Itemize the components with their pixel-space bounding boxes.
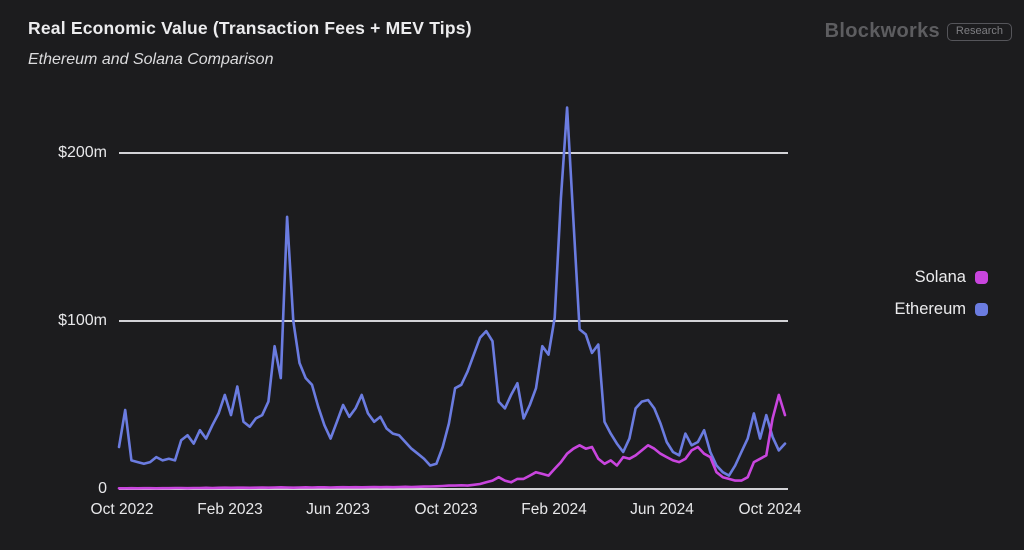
y-tick-label: $200m	[58, 144, 107, 161]
legend-swatch-ethereum	[975, 303, 988, 316]
legend-swatch-solana	[975, 271, 988, 284]
x-tick-label: Oct 2023	[414, 501, 478, 518]
legend-label-solana: Solana	[914, 268, 966, 286]
research-badge: Research	[946, 22, 1012, 41]
blockworks-logo: Blockworks	[824, 20, 940, 42]
series-line-ethereum	[117, 106, 787, 477]
blockworks-brand: Blockworks Research	[825, 20, 1012, 43]
y-tick-label: $100m	[58, 312, 107, 329]
x-tick-label: Feb 2023	[197, 501, 263, 518]
x-tick-label: Oct 2022	[90, 501, 154, 518]
y-tick-label: 0	[98, 480, 107, 497]
legend-label-ethereum: Ethereum	[894, 300, 966, 318]
chart-subtitle: Ethereum and Solana Comparison	[28, 51, 274, 68]
legend-item-solana: Solana	[915, 268, 988, 287]
series-line-solana	[117, 393, 787, 490]
title-block: Real Economic Value (Transaction Fees + …	[28, 18, 472, 69]
chart-legend: Solana Ethereum	[894, 268, 988, 319]
x-tick-label: Jun 2023	[306, 501, 370, 518]
x-tick-label: Feb 2024	[521, 501, 587, 518]
chart-title: Real Economic Value (Transaction Fees + …	[28, 18, 472, 38]
x-tick-label: Jun 2024	[630, 501, 694, 518]
x-tick-label: Oct 2024	[738, 501, 802, 518]
legend-item-ethereum: Ethereum	[894, 300, 988, 319]
